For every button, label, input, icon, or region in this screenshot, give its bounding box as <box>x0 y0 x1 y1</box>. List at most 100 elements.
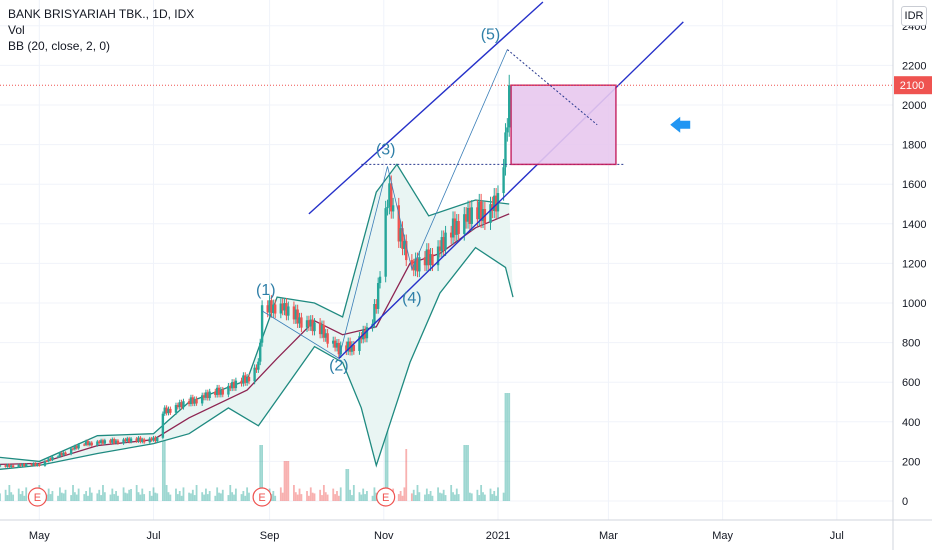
candle-body <box>141 439 144 442</box>
volume-bar <box>401 495 404 501</box>
bollinger-indicator-label[interactable]: BB (20, close, 2, 0) <box>8 39 111 53</box>
volume-bar <box>489 488 492 501</box>
volume-bar <box>73 492 76 501</box>
volume-bar <box>229 485 232 501</box>
volume-bar <box>334 494 337 501</box>
volume-bar <box>425 488 428 501</box>
price-tick-label: 1000 <box>902 298 926 310</box>
volume-bar <box>218 492 220 501</box>
trend-channel-upper[interactable] <box>308 1 544 215</box>
volume-bar <box>244 495 247 501</box>
wave-label: (5) <box>481 27 501 44</box>
bb-upper-line <box>0 163 510 463</box>
candle-body <box>202 395 206 398</box>
candle-body <box>360 336 363 340</box>
candle-body <box>98 441 101 444</box>
candle-body <box>489 204 492 224</box>
currency-button[interactable]: IDR <box>901 6 927 26</box>
volume-bar <box>70 495 73 501</box>
candle-body <box>502 167 505 194</box>
candle-body <box>51 456 54 461</box>
candle-body <box>127 438 131 442</box>
volume-bar <box>399 491 402 501</box>
volume-bar <box>324 492 327 501</box>
candle-body <box>60 452 63 456</box>
candle-body <box>298 317 301 324</box>
candle-body <box>373 304 376 324</box>
candle-body <box>399 228 402 242</box>
volume-bar <box>100 495 102 501</box>
earnings-marker[interactable]: E <box>252 487 272 507</box>
elliott-wave-path <box>261 49 508 360</box>
candle-body <box>129 438 133 442</box>
candle-body <box>150 438 153 441</box>
candle-body <box>412 264 415 271</box>
volume-bar <box>113 494 116 501</box>
volume-bar <box>259 445 262 501</box>
volume-bar <box>311 492 314 501</box>
candle-body <box>442 237 445 250</box>
volume-bar <box>293 485 295 501</box>
candle-body <box>390 183 393 212</box>
symbol-title[interactable]: BANK BRISYARIAH TBK., 1D, IDX <box>8 7 195 21</box>
volume-bar <box>190 493 192 501</box>
volume-bar <box>313 493 316 501</box>
earnings-marker[interactable]: E <box>27 487 48 507</box>
volume-bar <box>296 494 299 501</box>
earnings-marker[interactable]: E <box>376 487 396 507</box>
candle-body <box>21 463 24 466</box>
volume-bar <box>17 488 20 501</box>
drawings <box>0 1 893 360</box>
volume-bar <box>87 495 89 501</box>
candle-body <box>365 327 369 339</box>
time-tick-label: Nov <box>374 530 394 542</box>
candle-body <box>322 324 326 338</box>
candle-body <box>242 375 245 384</box>
volume-bar <box>397 494 400 501</box>
candle-body <box>345 345 348 352</box>
volume-bar <box>362 488 365 501</box>
candle-body <box>240 380 243 384</box>
target-box[interactable] <box>510 84 617 166</box>
candle-body <box>283 303 286 311</box>
candle-body <box>350 345 354 352</box>
candle-body <box>193 399 196 404</box>
candle-body <box>470 207 473 224</box>
volume-bar <box>322 485 325 501</box>
earnings-circle <box>27 487 48 507</box>
volume-bar <box>141 488 144 501</box>
volume-indicator-label[interactable]: Vol <box>8 23 25 37</box>
volume-bar <box>272 491 275 501</box>
candle-body <box>307 320 311 327</box>
volume-bar <box>332 488 335 501</box>
price-tick-label: 400 <box>902 417 920 429</box>
volume-bar <box>294 492 297 501</box>
candle-body <box>320 324 324 335</box>
trend-channel-lower[interactable] <box>338 21 684 359</box>
candle-body <box>182 401 185 408</box>
volume-bar <box>83 494 86 501</box>
volume-bar <box>178 491 181 501</box>
volume-bar <box>154 492 157 501</box>
last-price-tag[interactable] <box>894 76 932 95</box>
volume-bar <box>175 488 177 501</box>
projection-line <box>507 49 598 126</box>
candle-body <box>116 440 120 444</box>
volume-bar <box>60 492 63 501</box>
candle-body <box>167 408 170 414</box>
candle-body <box>479 201 483 222</box>
earnings-circle <box>252 487 272 507</box>
volume-bar <box>502 492 505 501</box>
candle-body <box>219 389 223 395</box>
volume-bar <box>62 493 65 501</box>
volume-bar <box>405 449 408 501</box>
candle-body <box>292 306 296 320</box>
candle-body <box>309 319 312 327</box>
volume-bar <box>216 487 219 501</box>
volume-bar <box>476 489 479 501</box>
candle-body <box>253 367 256 382</box>
price-tick-label: 2000 <box>902 100 926 112</box>
candle-body <box>195 399 198 404</box>
